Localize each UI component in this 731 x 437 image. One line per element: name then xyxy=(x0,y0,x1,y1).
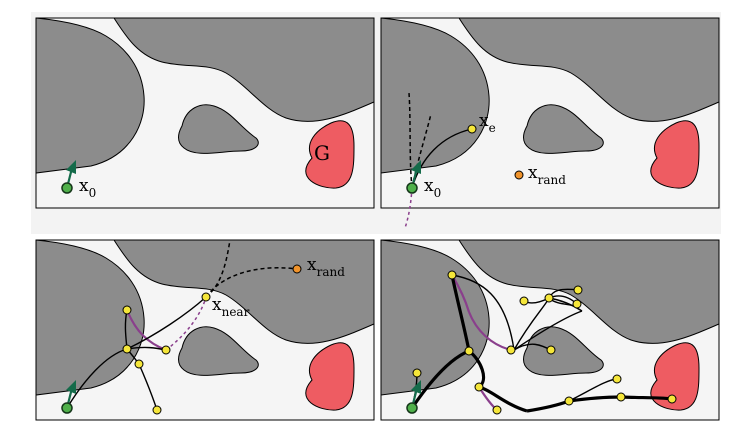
candidate-path-dashed xyxy=(408,92,413,189)
tree-node-goal xyxy=(667,394,677,404)
random-sample-icon xyxy=(514,170,524,180)
tree-node xyxy=(152,405,162,415)
heading-arrowhead-icon xyxy=(411,160,421,174)
panel-1: G x0 xyxy=(35,17,375,209)
tree-node xyxy=(122,344,132,354)
extend-label: xe xyxy=(479,111,496,135)
tree-edge xyxy=(126,296,207,350)
tree-node xyxy=(572,299,582,309)
tree-node xyxy=(506,345,516,355)
start-node-icon xyxy=(406,182,418,194)
tree-node-near xyxy=(201,292,211,302)
candidate-path-purple xyxy=(404,187,413,229)
tree-node xyxy=(492,405,502,415)
start-node-icon xyxy=(61,402,73,414)
tree-node xyxy=(544,293,554,303)
solution-path-edge xyxy=(620,395,673,401)
solution-path-edge xyxy=(450,274,471,352)
heading-arrowhead-icon xyxy=(411,380,421,394)
tree-node xyxy=(447,270,457,280)
tree-node xyxy=(161,345,171,355)
panel-4 xyxy=(380,239,720,421)
tree-node xyxy=(134,359,144,369)
start-node-icon xyxy=(406,402,418,414)
start-node-icon xyxy=(61,182,73,194)
tree-node xyxy=(474,382,484,392)
near-label: xnear xyxy=(212,295,250,319)
start-label: x0 xyxy=(424,176,441,200)
tree-node xyxy=(616,392,626,402)
panel-3: xnear xrand xyxy=(35,239,375,421)
tree-node xyxy=(564,396,574,406)
tree-node xyxy=(412,368,422,378)
tree-node-extend xyxy=(467,124,477,134)
heading-arrowhead-icon xyxy=(66,380,76,394)
random-sample-label: xrand xyxy=(307,255,345,279)
tree-node xyxy=(546,345,556,355)
goal-label: G xyxy=(314,141,330,165)
tree-edge xyxy=(66,348,128,409)
tree-node xyxy=(519,296,529,306)
rewire-edge xyxy=(125,309,167,352)
candidate-path-dashed xyxy=(205,267,298,298)
tree-node xyxy=(573,285,583,295)
random-sample-icon xyxy=(292,264,302,274)
candidate-path-dashed xyxy=(205,239,231,298)
tree-edge xyxy=(513,310,583,351)
tree-edge xyxy=(451,274,515,351)
solution-path-edge xyxy=(410,349,470,409)
heading-arrowhead-icon xyxy=(66,160,76,174)
tree-node xyxy=(122,305,132,315)
random-sample-label: xrand xyxy=(528,163,566,187)
candidate-path-purple xyxy=(165,296,207,351)
panel-2: x0 xe xrand xyxy=(380,17,720,229)
rewire-edge xyxy=(467,311,512,352)
start-label: x0 xyxy=(79,176,96,200)
tree-node xyxy=(612,374,622,384)
tree-node xyxy=(464,346,474,356)
